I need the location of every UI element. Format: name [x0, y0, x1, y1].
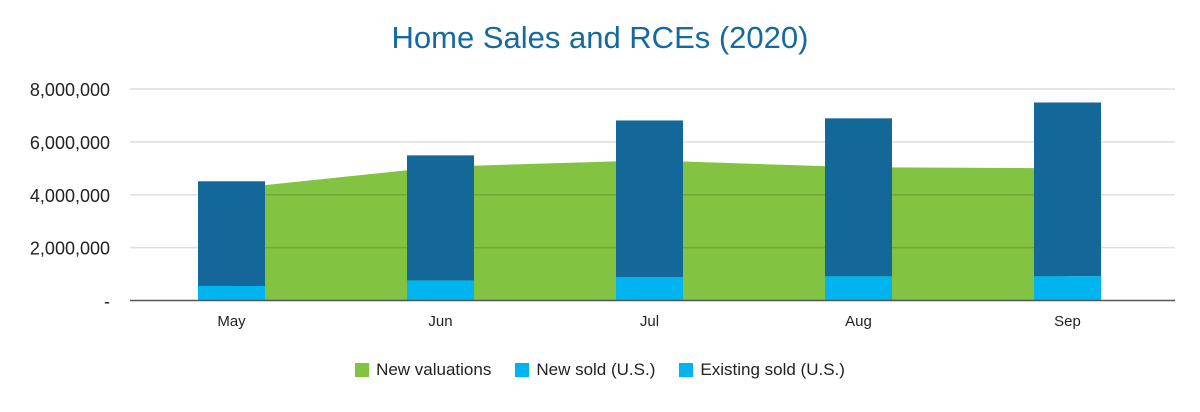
y-tick-label: 8,000,000: [30, 80, 110, 100]
legend-item: Existing sold (U.S.): [679, 360, 845, 380]
y-tick-label: 4,000,000: [30, 186, 110, 206]
chart-title: Home Sales and RCEs (2020): [391, 20, 809, 55]
bar-existing-sold-u-s-jul: [616, 120, 683, 277]
x-tick-label: Aug: [845, 313, 872, 330]
x-tick-label: Jun: [428, 313, 452, 330]
legend: New valuations New sold (U.S.) Existing so…: [0, 360, 1200, 380]
legend-swatch: [355, 363, 370, 377]
y-tick-label: 6,000,000: [30, 133, 110, 153]
y-tick-label: 2,000,000: [30, 239, 110, 259]
bar-new-sold-u-s-jul: [616, 276, 683, 301]
legend-label: New sold (U.S.): [536, 360, 656, 379]
bar-new-sold-u-s-jun: [407, 280, 474, 301]
bar-existing-sold-u-s-sep: [1034, 102, 1101, 277]
legend-swatch: [515, 363, 530, 377]
bar-existing-sold-u-s-aug: [825, 118, 892, 277]
legend-item: New sold (U.S.): [515, 360, 655, 380]
bar-new-sold-u-s-aug: [825, 276, 892, 301]
bar-existing-sold-u-s-jun: [407, 155, 474, 281]
bar-existing-sold-u-s-may: [198, 181, 265, 286]
bar-new-sold-u-s-may: [198, 285, 265, 301]
legend-item: New valuations: [355, 360, 491, 380]
bar-new-sold-u-s-sep: [1034, 276, 1101, 301]
x-tick-label: Sep: [1054, 313, 1081, 330]
legend-label: Existing sold (U.S.): [700, 360, 845, 379]
y-tick-label: -: [104, 292, 110, 312]
x-tick-label: Jul: [640, 313, 659, 330]
x-tick-label: May: [217, 313, 246, 330]
legend-swatch: [679, 363, 694, 377]
legend-label: New valuations: [376, 360, 492, 379]
